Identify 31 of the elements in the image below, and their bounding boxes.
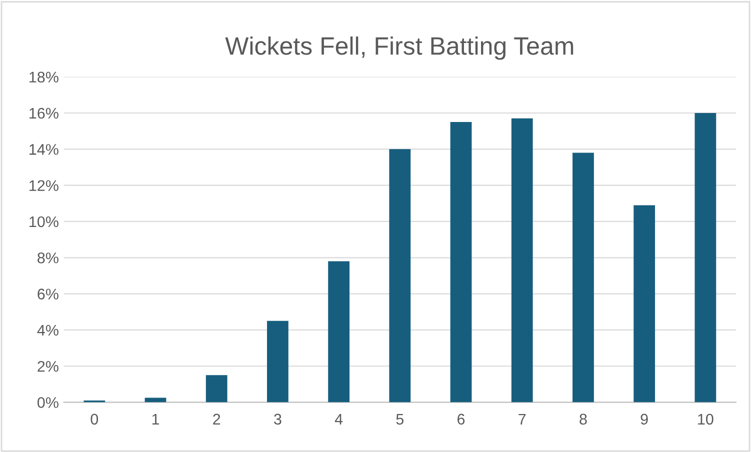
y-tick-label: 2% [38,360,58,372]
y-tick-label: 12% [30,180,58,191]
x-tick-label: 0 [90,414,98,425]
x-tick-label: 5 [396,414,404,425]
x-tick-label: 6 [458,414,465,425]
y-tick-label: 10% [30,216,58,228]
x-tick-label: 9 [640,414,648,425]
y-tick-label: 14% [30,144,58,155]
bar [450,122,472,402]
chart-title: Wickets Fell, First Batting Team [225,36,574,60]
y-tick-label: 4% [37,324,58,336]
x-tick-label: 4 [334,414,343,424]
bar [634,205,656,402]
y-tick-label: 0% [37,397,58,408]
x-tick-label: 3 [274,414,282,425]
bar [328,261,350,402]
y-tick-label: 6% [38,288,58,300]
y-tick-label: 8% [38,252,58,264]
y-tick-label: 18% [30,72,58,83]
bar [389,149,411,402]
bar [206,375,228,402]
x-tick-label: 1 [152,414,159,424]
x-tick-label: 10 [698,414,714,425]
x-tick-label: 2 [213,414,220,424]
x-tick-label: 8 [580,414,587,425]
y-tick-label: 16% [30,108,58,119]
bar [572,152,594,402]
x-tick-label: 7 [518,414,526,424]
bar [511,118,533,402]
bar [267,320,288,402]
bar [694,113,716,402]
